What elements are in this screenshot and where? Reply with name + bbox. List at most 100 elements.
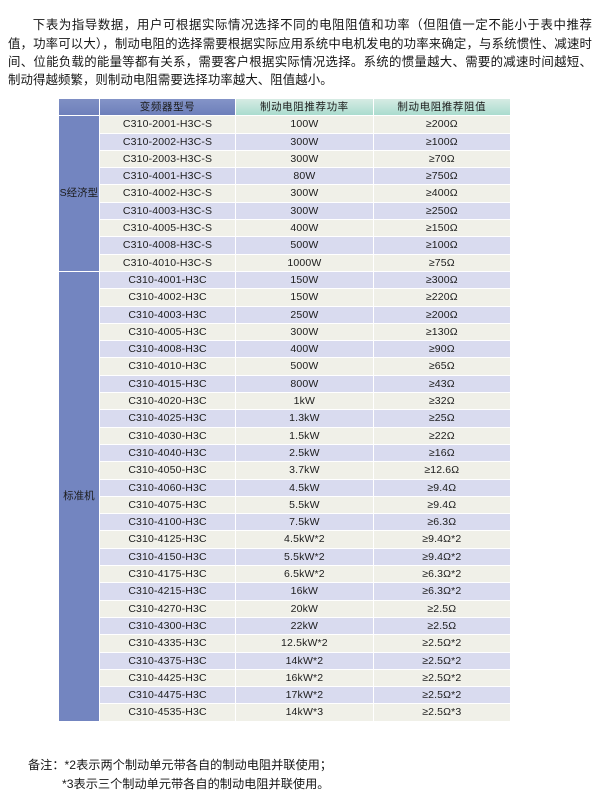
table-row: C310-4008-H3C 400W ≥90Ω <box>59 341 510 358</box>
power-cell: 300W <box>236 150 373 168</box>
resistance-cell: ≥43Ω <box>373 375 510 393</box>
power-cell: 500W <box>236 358 373 375</box>
resistance-cell: ≥65Ω <box>373 358 510 375</box>
category-label: S经济型 <box>59 187 99 200</box>
footnote-star3: *3表示三个制动单元带各自的制动电阻并联使用。 <box>62 777 330 791</box>
power-cell: 500W <box>236 237 373 254</box>
power-cell: 300W <box>236 133 373 150</box>
table-row: C310-4025-H3C 1.3kW ≥25Ω <box>59 410 510 427</box>
category-cell: 标准机 <box>59 271 99 721</box>
resistance-cell: ≥2.5Ω <box>373 617 510 635</box>
model-cell: C310-4030-H3C <box>99 427 236 444</box>
category-cell: S经济型 <box>59 116 99 271</box>
model-cell: C310-4050-H3C <box>99 462 236 479</box>
table-row: C310-4003-H3C 250W ≥200Ω <box>59 306 510 323</box>
model-cell: C310-4010-H3C-S <box>99 254 236 271</box>
model-cell: C310-4008-H3C <box>99 341 236 358</box>
table-row: 标准机 C310-4001-H3C 150W ≥300Ω <box>59 271 510 721</box>
resistance-cell: ≥100Ω <box>373 237 510 254</box>
resistance-cell: ≥25Ω <box>373 410 510 427</box>
resistance-cell: ≥300Ω <box>373 271 510 289</box>
table-row: C310-4375-H3C 14kW*2 ≥2.5Ω*2 <box>59 652 510 669</box>
model-cell: C310-4005-H3C <box>99 323 236 341</box>
resistance-cell: ≥220Ω <box>373 289 510 306</box>
model-cell: C310-4150-H3C <box>99 548 236 566</box>
table-row: C310-4008-H3C-S 500W ≥100Ω <box>59 237 510 254</box>
model-cell: C310-4002-H3C-S <box>99 185 236 202</box>
table-row: C310-4030-H3C 1.5kW ≥22Ω <box>59 427 510 444</box>
resistance-cell: ≥12.6Ω <box>373 462 510 479</box>
power-cell: 1.5kW <box>236 427 373 444</box>
power-cell: 1.3kW <box>236 410 373 427</box>
resistance-cell: ≥250Ω <box>373 202 510 220</box>
power-cell: 16kW <box>236 583 373 600</box>
power-cell: 400W <box>236 341 373 358</box>
resistance-cell: ≥200Ω <box>373 116 510 133</box>
resistance-cell: ≥6.3Ω*2 <box>373 583 510 600</box>
power-cell: 14kW*2 <box>236 652 373 669</box>
resistance-cell: ≥2.5Ω*2 <box>373 669 510 687</box>
power-cell: 800W <box>236 375 373 393</box>
power-cell: 12.5kW*2 <box>236 635 373 652</box>
power-cell: 80W <box>236 168 373 185</box>
power-cell: 250W <box>236 306 373 323</box>
resistance-cell: ≥2.5Ω*3 <box>373 704 510 721</box>
model-cell: C310-4125-H3C <box>99 531 236 548</box>
resistance-cell: ≥2.5Ω*2 <box>373 652 510 669</box>
power-cell: 7.5kW <box>236 514 373 531</box>
table-row: C310-4335-H3C 12.5kW*2 ≥2.5Ω*2 <box>59 635 510 652</box>
table-row: C310-4175-H3C 6.5kW*2 ≥6.3Ω*2 <box>59 566 510 583</box>
resistance-cell: ≥16Ω <box>373 444 510 462</box>
table-row: C310-4215-H3C 16kW ≥6.3Ω*2 <box>59 583 510 600</box>
table-row: C310-4010-H3C 500W ≥65Ω <box>59 358 510 375</box>
resistance-cell: ≥9.4Ω*2 <box>373 548 510 566</box>
power-cell: 20kW <box>236 600 373 617</box>
table-row: C310-4002-H3C 150W ≥220Ω <box>59 289 510 306</box>
model-cell: C310-4001-H3C-S <box>99 168 236 185</box>
power-cell: 6.5kW*2 <box>236 566 373 583</box>
table-body: S经济型 C310-2001-H3C-S 100W ≥200Ω C310-2002-H3… <box>59 116 510 721</box>
power-cell: 1kW <box>236 393 373 410</box>
model-cell: C310-4001-H3C <box>99 271 236 289</box>
table-row: C310-4005-H3C 300W ≥130Ω <box>59 323 510 341</box>
resistance-cell: ≥90Ω <box>373 341 510 358</box>
table-row: C310-4005-H3C-S 400W ≥150Ω <box>59 220 510 237</box>
table-row: C310-4075-H3C 5.5kW ≥9.4Ω <box>59 496 510 514</box>
model-cell: C310-4025-H3C <box>99 410 236 427</box>
footnotes: 备注：*2表示两个制动单元带各自的制动电阻并联使用； *3表示三个制动单元带各自… <box>28 756 568 794</box>
model-cell: C310-4075-H3C <box>99 496 236 514</box>
resistance-cell: ≥150Ω <box>373 220 510 237</box>
power-cell: 4.5kW*2 <box>236 531 373 548</box>
table-row: C310-4425-H3C 16kW*2 ≥2.5Ω*2 <box>59 669 510 687</box>
model-cell: C310-2002-H3C-S <box>99 133 236 150</box>
header-cell-power: 制动电阻推荐功率 <box>236 99 373 116</box>
model-cell: C310-4060-H3C <box>99 479 236 496</box>
model-cell: C310-4475-H3C <box>99 687 236 704</box>
power-cell: 3.7kW <box>236 462 373 479</box>
table-row: C310-4015-H3C 800W ≥43Ω <box>59 375 510 393</box>
power-cell: 5.5kW*2 <box>236 548 373 566</box>
resistance-cell: ≥750Ω <box>373 168 510 185</box>
model-cell: C310-4270-H3C <box>99 600 236 617</box>
model-cell: C310-4015-H3C <box>99 375 236 393</box>
power-cell: 300W <box>236 202 373 220</box>
power-cell: 1000W <box>236 254 373 271</box>
resistance-cell: ≥9.4Ω <box>373 479 510 496</box>
table-row: C310-2002-H3C-S 300W ≥100Ω <box>59 133 510 150</box>
resistance-cell: ≥2.5Ω*2 <box>373 687 510 704</box>
model-cell: C310-2001-H3C-S <box>99 116 236 133</box>
resistance-cell: ≥22Ω <box>373 427 510 444</box>
resistance-cell: ≥70Ω <box>373 150 510 168</box>
table-row: C310-4300-H3C 22kW ≥2.5Ω <box>59 617 510 635</box>
power-cell: 14kW*3 <box>236 704 373 721</box>
resistance-cell: ≥400Ω <box>373 185 510 202</box>
resistance-cell: ≥6.3Ω*2 <box>373 566 510 583</box>
model-cell: C310-4005-H3C-S <box>99 220 236 237</box>
power-cell: 150W <box>236 289 373 306</box>
model-cell: C310-4335-H3C <box>99 635 236 652</box>
table-row: C310-4002-H3C-S 300W ≥400Ω <box>59 185 510 202</box>
braking-resistor-spec-table: 变频器型号 制动电阻推荐功率 制动电阻推荐阻值 S经济型 C310-2001-H3… <box>58 98 511 722</box>
table-row: C310-4060-H3C 4.5kW ≥9.4Ω <box>59 479 510 496</box>
table-row: C310-4270-H3C 20kW ≥2.5Ω <box>59 600 510 617</box>
table-row: C310-2003-H3C-S 300W ≥70Ω <box>59 150 510 168</box>
